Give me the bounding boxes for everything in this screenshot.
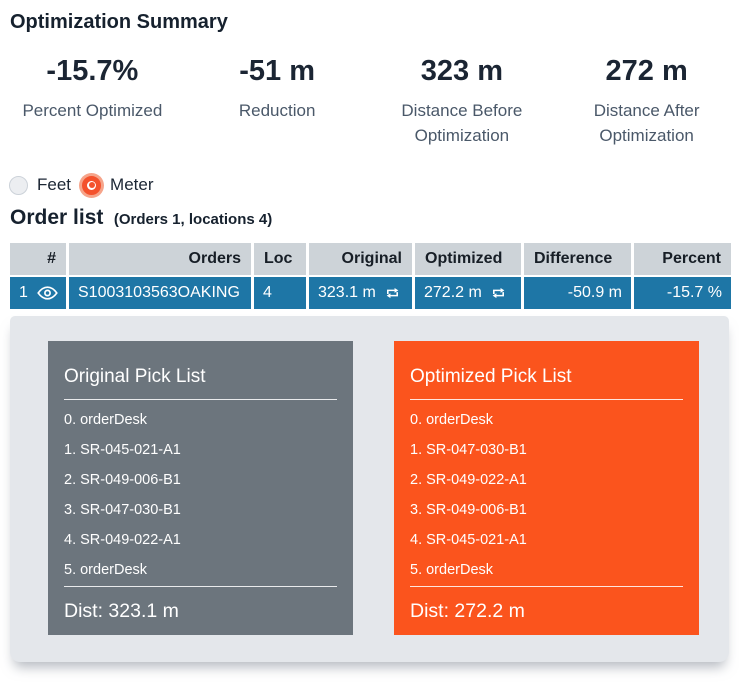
original-pick-list-title: Original Pick List [64, 366, 337, 401]
original-pick-list-items: 0. orderDesk 1. SR-045-021-A1 2. SR-049-… [64, 405, 337, 585]
row-num: 1 [19, 284, 28, 302]
col-header-difference: Difference [524, 243, 631, 276]
original-pick-list-card: Original Pick List 0. orderDesk 1. SR-04… [48, 341, 353, 636]
list-item: 4. SR-049-022-A1 [64, 532, 181, 549]
row-difference: -50.9 m [567, 284, 622, 302]
repeat-icon [492, 288, 505, 299]
stat-label: Reduction [238, 101, 316, 120]
list-item: 3. SR-047-030-B1 [64, 502, 181, 519]
unit-toggle-group: Feet Meter [9, 173, 739, 197]
row-difference-cell[interactable]: -50.9 m [524, 277, 631, 310]
list-item: 0. orderDesk [64, 412, 148, 429]
divider [410, 586, 683, 588]
divider [64, 586, 337, 588]
original-distance-total: Dist: 323.1 m [64, 600, 179, 623]
col-header-num: # [10, 243, 66, 276]
row-original-distance: 323.1 m [318, 284, 376, 302]
row-percent: -15.7 % [666, 284, 722, 302]
list-item: 2. SR-049-022-A1 [410, 472, 527, 489]
repeat-icon [386, 288, 399, 299]
col-header-loc: Loc [254, 243, 306, 276]
row-num-cell[interactable]: 1 [10, 277, 66, 310]
stat-value: 272 m [605, 55, 688, 87]
row-orders-cell[interactable]: S1003103563OAKING [69, 277, 251, 310]
stat-label: Distance After Optimization [593, 101, 700, 145]
list-item: 1. SR-047-030-B1 [410, 442, 527, 459]
stat-value: -15.7% [46, 55, 139, 87]
stat-label: Percent Optimized [22, 101, 163, 120]
stats-row: -15.7% Percent Optimized -51 m Reduction… [0, 54, 739, 148]
list-item: 2. SR-049-006-B1 [64, 472, 181, 489]
row-percent-cell[interactable]: -15.7 % [634, 277, 731, 310]
order-list-heading: Order list (Orders 1, locations 4) [10, 206, 739, 230]
list-item: 5. orderDesk [64, 562, 148, 579]
eye-icon[interactable] [37, 286, 58, 300]
optimization-summary-page: Optimization Summary -15.7% Percent Opti… [0, 11, 739, 699]
optimized-pick-list-title: Optimized Pick List [410, 366, 683, 401]
stat-reduction: -51 m Reduction [185, 54, 370, 148]
radio-meter-label[interactable]: Meter [110, 175, 154, 195]
optimized-pick-list-items: 0. orderDesk 1. SR-047-030-B1 2. SR-049-… [410, 405, 683, 585]
stat-value: -51 m [239, 55, 315, 87]
optimized-pick-list-card: Optimized Pick List 0. orderDesk 1. SR-0… [394, 341, 699, 636]
row-order-id: S1003103563OAKING [78, 284, 240, 302]
col-header-orders: Orders [69, 243, 251, 276]
order-table: # Orders Loc Original Optimized Differen… [10, 243, 731, 310]
stat-distance-after: 272 m Distance After Optimization [554, 54, 739, 148]
list-item: 0. orderDesk [410, 412, 494, 429]
stat-value: 323 m [420, 55, 503, 87]
list-item: 1. SR-045-021-A1 [64, 442, 181, 459]
page-title: Optimization Summary [10, 11, 228, 33]
list-item: 5. orderDesk [410, 562, 494, 579]
col-header-original: Original [309, 243, 412, 276]
stat-label: Distance Before Optimization [401, 101, 523, 145]
order-list-title: Order list [10, 206, 104, 230]
col-header-percent: Percent [634, 243, 731, 276]
order-list-subtitle: (Orders 1, locations 4) [113, 211, 273, 229]
row-optimized-distance: 272.2 m [424, 284, 482, 302]
radio-meter[interactable] [82, 175, 102, 195]
stat-distance-before: 323 m Distance Before Optimization [370, 54, 555, 148]
row-loc: 4 [263, 284, 272, 302]
stat-percent-optimized: -15.7% Percent Optimized [0, 54, 185, 148]
list-item: 4. SR-045-021-A1 [410, 532, 527, 549]
row-loc-cell[interactable]: 4 [254, 277, 306, 310]
list-item: 3. SR-049-006-B1 [410, 502, 527, 519]
pick-lists-panel: Original Pick List 0. orderDesk 1. SR-04… [10, 316, 729, 663]
radio-feet-label[interactable]: Feet [37, 175, 72, 195]
col-header-optimized: Optimized [415, 243, 521, 276]
row-original-cell[interactable]: 323.1 m [309, 277, 412, 310]
optimized-distance-total: Dist: 272.2 m [410, 600, 525, 623]
row-optimized-cell[interactable]: 272.2 m [415, 277, 521, 310]
radio-feet[interactable] [9, 175, 28, 195]
